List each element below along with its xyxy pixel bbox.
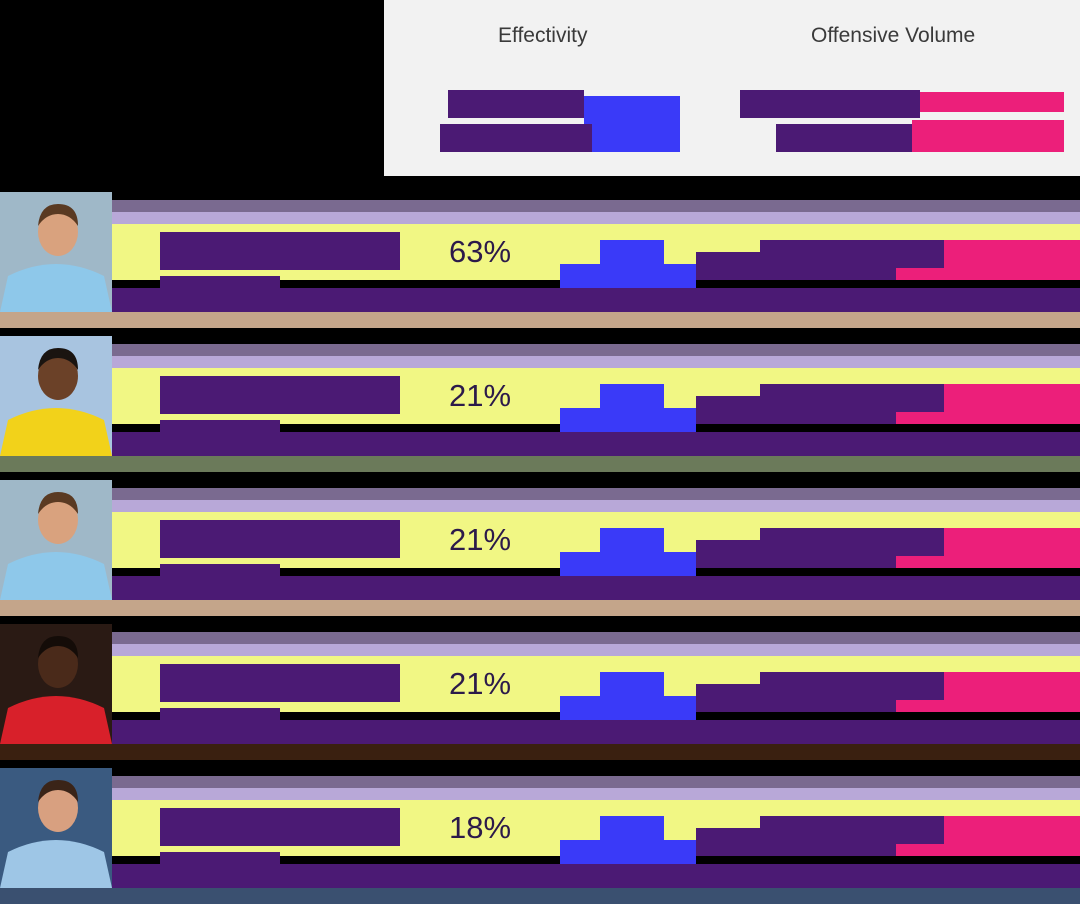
volume-bar-pink <box>944 528 1080 556</box>
effectivity-bar-blue-lower <box>560 696 696 720</box>
volume-legend-bar-purple-bottom <box>776 124 912 152</box>
row-lavender-stripe <box>112 644 1080 656</box>
effectivity-value: 63% <box>448 234 512 269</box>
row-lavender-stripe <box>112 212 1080 224</box>
effectivity-bar-blue-lower <box>560 408 696 432</box>
volume-bar-pink <box>944 240 1080 268</box>
effectivity-value-box: 21% <box>400 368 560 424</box>
player-row: 21% <box>0 480 1080 616</box>
column-header-panel: Effectivity Offensive Volume <box>384 0 1080 176</box>
row-top-stripe <box>112 776 1080 788</box>
effectivity-bar-purple <box>696 396 760 424</box>
volume-bar-pink-lower <box>896 412 1080 424</box>
volume-legend-bar-pink-bottom <box>912 120 1064 152</box>
effectivity-legend-bar-purple-top <box>448 90 584 118</box>
row-top-stripe <box>112 632 1080 644</box>
effectivity-bar-purple <box>696 540 760 568</box>
player-photo-sky-blue-kit <box>0 480 112 600</box>
player-silhouette-icon <box>0 636 112 744</box>
row-top-stripe <box>112 200 1080 212</box>
volume-bar-pink-lower <box>896 700 1080 712</box>
player-row: 21% <box>0 336 1080 472</box>
effectivity-bar-blue <box>600 384 664 408</box>
effectivity-bar-purple <box>696 684 760 712</box>
row-divider-stripe <box>0 744 1080 760</box>
effectivity-bar-blue-lower <box>560 264 696 288</box>
row-divider-stripe <box>0 600 1080 616</box>
player-silhouette-icon <box>0 492 112 600</box>
effectivity-bar-blue <box>600 672 664 696</box>
player-photo-sky-blue-kit <box>0 192 112 312</box>
effectivity-bar-blue <box>600 528 664 552</box>
effectivity-legend-bar-blue <box>584 96 680 152</box>
player-club-redacted <box>160 420 280 438</box>
row-divider-stripe <box>0 312 1080 328</box>
row-divider-stripe <box>0 456 1080 472</box>
player-club-redacted <box>160 852 280 870</box>
volume-legend-bar-pink-top <box>920 92 1064 112</box>
effectivity-value-box: 21% <box>400 512 560 568</box>
volume-bar-pink <box>944 672 1080 700</box>
effectivity-value-box: 18% <box>400 800 560 856</box>
player-name-redacted <box>160 232 400 270</box>
row-divider-stripe <box>0 888 1080 904</box>
volume-bar-pink-lower <box>896 268 1080 280</box>
player-club-redacted <box>160 564 280 582</box>
effectivity-legend-bar-purple-bottom <box>440 124 592 152</box>
player-name-redacted <box>160 376 400 414</box>
volume-bar-pink-lower <box>896 844 1080 856</box>
player-club-redacted <box>160 276 280 294</box>
player-name-redacted <box>160 808 400 846</box>
player-photo-red-white-kit <box>0 624 112 744</box>
row-lavender-stripe <box>112 500 1080 512</box>
effectivity-bar-purple <box>696 828 760 856</box>
row-top-stripe <box>112 488 1080 500</box>
effectivity-column-title: Effectivity <box>498 24 588 47</box>
player-name-redacted <box>160 664 400 702</box>
player-club-redacted <box>160 708 280 726</box>
effectivity-bar-blue <box>600 240 664 264</box>
player-silhouette-icon <box>0 204 112 312</box>
effectivity-value: 21% <box>448 522 512 557</box>
effectivity-bar-blue-lower <box>560 840 696 864</box>
volume-bar-pink-lower <box>896 556 1080 568</box>
player-photo-yellow-black-kit <box>0 336 112 456</box>
player-silhouette-icon <box>0 780 112 888</box>
volume-legend-bar-purple-top <box>740 90 920 118</box>
player-row: 21% <box>0 624 1080 760</box>
effectivity-value: 21% <box>448 666 512 701</box>
player-row: 63% <box>0 192 1080 328</box>
row-top-stripe <box>112 344 1080 356</box>
effectivity-value-box: 63% <box>400 224 560 280</box>
offensive-volume-column-title: Offensive Volume <box>811 24 976 47</box>
effectivity-value: 21% <box>448 378 512 413</box>
volume-bar-pink <box>944 816 1080 844</box>
effectivity-value: 18% <box>448 810 512 845</box>
player-silhouette-icon <box>0 348 112 456</box>
row-lavender-stripe <box>112 788 1080 800</box>
effectivity-bar-purple <box>696 252 760 280</box>
effectivity-bar-blue-lower <box>560 552 696 576</box>
effectivity-bar-blue <box>600 816 664 840</box>
volume-bar-pink <box>944 384 1080 412</box>
effectivity-value-box: 21% <box>400 656 560 712</box>
row-lavender-stripe <box>112 356 1080 368</box>
player-photo-light-blue-kit <box>0 768 112 888</box>
player-name-redacted <box>160 520 400 558</box>
